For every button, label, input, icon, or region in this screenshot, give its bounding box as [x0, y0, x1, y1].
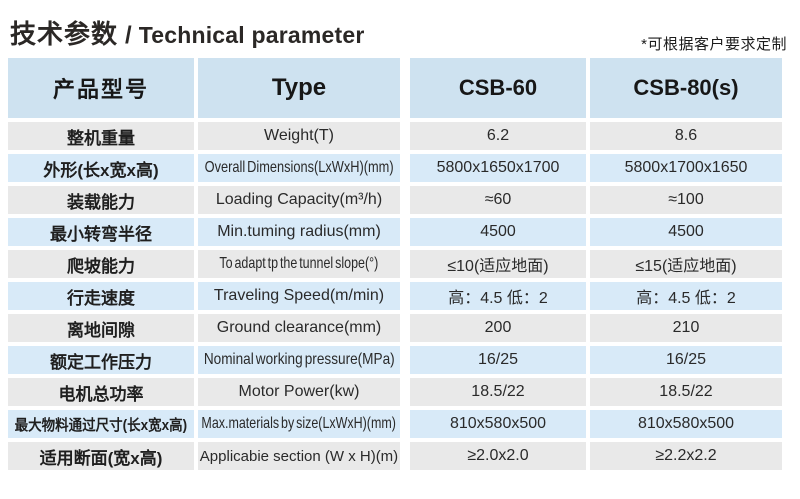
row-label-cn: 外形(长x宽x高) — [8, 154, 194, 182]
value-csb80: ≤15(适应地面) — [590, 250, 782, 278]
header-csb60: CSB-60 — [410, 58, 586, 118]
value-csb60: 200 — [410, 314, 586, 342]
row-label-en: Traveling Speed(m/min) — [198, 282, 400, 310]
value-csb60: 4500 — [410, 218, 586, 246]
value-csb60: 5800x1650x1700 — [410, 154, 586, 182]
row-label-en: To adapt tp the tunnel slope(°) — [198, 250, 400, 278]
page-title-separator: / — [125, 22, 132, 49]
row-label-en: Applicabie section (W x H)(m) — [198, 442, 400, 470]
spec-table-values: CSB-60 CSB-80(s) 6.2 8.6 5800x1650x1700 … — [410, 58, 782, 470]
row-label-cn: 整机重量 — [8, 122, 194, 150]
row-label-cn: 行走速度 — [8, 282, 194, 310]
value-csb80: ≥2.2x2.2 — [590, 442, 782, 470]
row-label-en: Min.tuming radius(mm) — [198, 218, 400, 246]
value-csb60: 810x580x500 — [410, 410, 586, 438]
value-csb60: 6.2 — [410, 122, 586, 150]
value-csb60: 16/25 — [410, 346, 586, 374]
value-csb80: 16/25 — [590, 346, 782, 374]
value-csb80: 810x580x500 — [590, 410, 782, 438]
value-csb60: ≤10(适应地面) — [410, 250, 586, 278]
row-label-cn: 爬坡能力 — [8, 250, 194, 278]
row-label-en: Overall Dimensions(LxWxH)(mm) — [198, 154, 400, 182]
value-csb80: 210 — [590, 314, 782, 342]
header-type: Type — [198, 58, 400, 118]
page-title: 技术参数 / Technical parameter — [10, 14, 365, 51]
value-csb80: ≈100 — [590, 186, 782, 214]
row-label-en: Weight(T) — [198, 122, 400, 150]
row-label-cn: 最小转弯半径 — [8, 218, 194, 246]
row-label-en: Motor Power(kw) — [198, 378, 400, 406]
value-csb60: ≈60 — [410, 186, 586, 214]
value-csb80: 18.5/22 — [590, 378, 782, 406]
value-csb80: 高：4.5 低：2 — [590, 282, 782, 310]
value-csb80: 5800x1700x1650 — [590, 154, 782, 182]
header-csb80: CSB-80(s) — [590, 58, 782, 118]
value-csb60: ≥2.0x2.0 — [410, 442, 586, 470]
row-label-cn: 离地间隙 — [8, 314, 194, 342]
spec-table-labels: 产品型号 Type 整机重量 Weight(T) 外形(长x宽x高) Overa… — [8, 58, 400, 470]
row-label-cn: 适用断面(宽x高) — [8, 442, 194, 470]
page-title-cn: 技术参数 — [10, 19, 119, 49]
spec-table: 产品型号 Type 整机重量 Weight(T) 外形(长x宽x高) Overa… — [8, 58, 782, 470]
row-label-cn: 电机总功率 — [8, 378, 194, 406]
value-csb80: 8.6 — [590, 122, 782, 150]
row-label-en: Ground clearance(mm) — [198, 314, 400, 342]
value-csb60: 高：4.5 低：2 — [410, 282, 586, 310]
customization-note: *可根据客户要求定制 — [641, 36, 787, 53]
row-label-en: Nominal working pressure(MPa) — [198, 346, 400, 374]
page-title-en: Technical parameter — [138, 22, 365, 48]
value-csb60: 18.5/22 — [410, 378, 586, 406]
header-product-model: 产品型号 — [8, 58, 194, 118]
row-label-cn: 装载能力 — [8, 186, 194, 214]
row-label-cn: 最大物料通过尺寸(长x宽x高) — [8, 410, 194, 438]
row-label-cn: 额定工作压力 — [8, 346, 194, 374]
row-label-en: Loading Capacity(m³/h) — [198, 186, 400, 214]
row-label-en: Max.materials by size(LxWxH)(mm) — [198, 410, 400, 438]
value-csb80: 4500 — [590, 218, 782, 246]
